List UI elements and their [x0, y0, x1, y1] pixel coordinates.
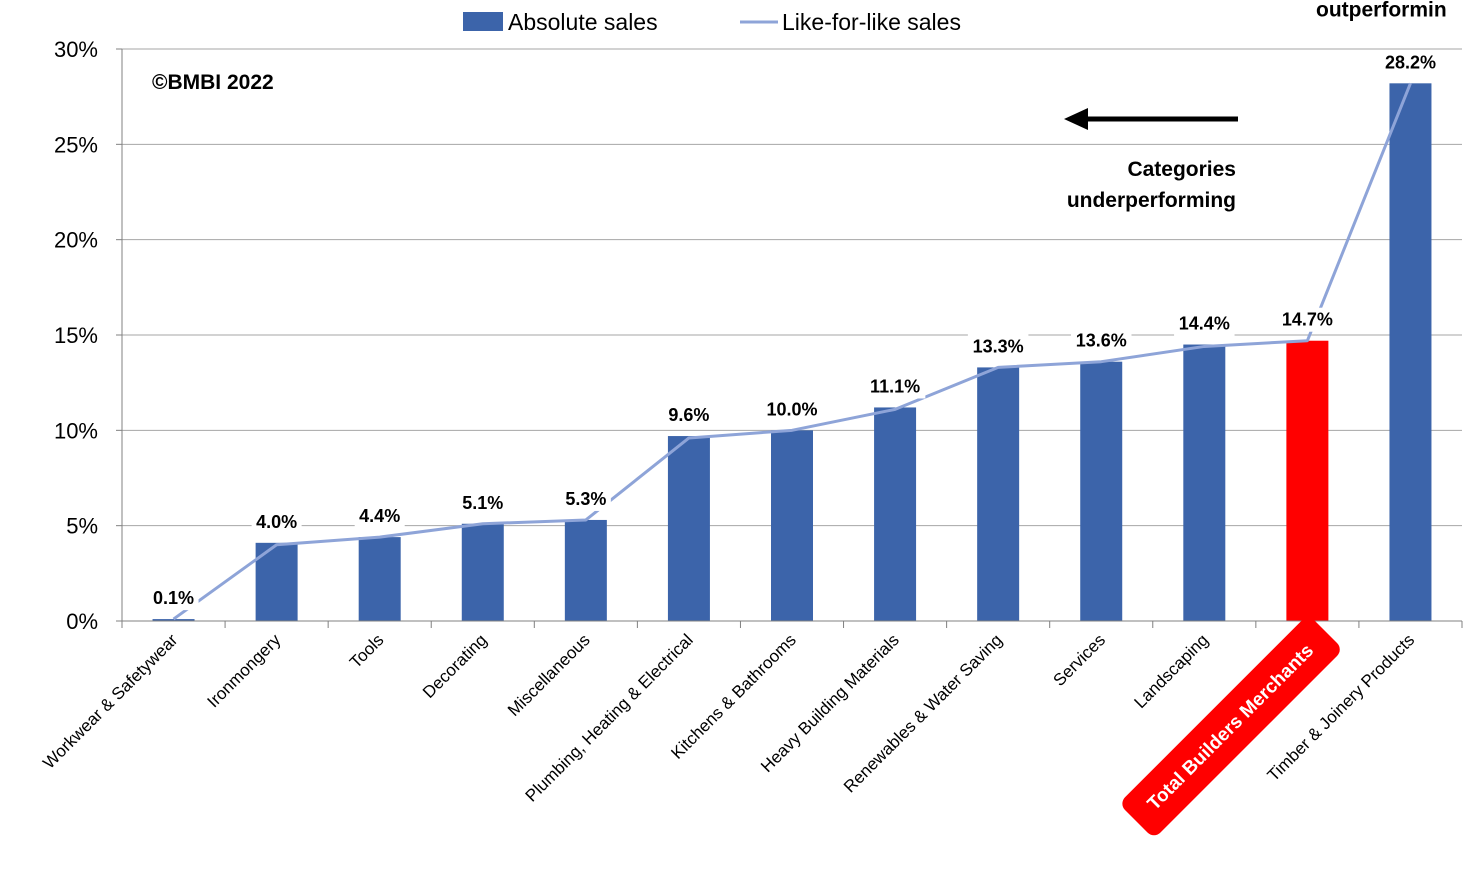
x-category-label: Landscaping: [1131, 630, 1213, 712]
data-label-bg: [457, 490, 508, 515]
annotations: ©BMBI 2022 Categories underperforming ou…: [152, 0, 1447, 212]
data-label: 9.6%: [668, 405, 709, 425]
y-tick-label: 20%: [54, 228, 98, 253]
legend-label-like-for-like: Like-for-like sales: [782, 9, 961, 35]
bar: [461, 523, 504, 621]
data-label: 5.3%: [565, 489, 606, 509]
data-label: 0.1%: [153, 588, 194, 608]
arrow-head-icon: [1064, 108, 1088, 130]
x-category-label: Ironmongery: [204, 630, 285, 711]
x-category-label: Decorating: [419, 630, 491, 702]
y-tick-label: 0%: [66, 609, 98, 634]
bar: [1080, 361, 1123, 621]
bar: [874, 407, 917, 621]
y-tick-label: 30%: [54, 37, 98, 62]
data-label-bg: [864, 374, 926, 399]
left-arrow: [1064, 108, 1238, 130]
line-like-for-like: [172, 82, 1412, 621]
y-tick-label: 5%: [66, 514, 98, 539]
data-label: 14.7%: [1282, 310, 1333, 330]
legend-swatch-absolute: [463, 12, 503, 31]
x-category-label: Services: [1050, 630, 1110, 690]
data-label-bg: [560, 486, 611, 511]
data-labels: 0.1% 4.0% 4.4% 5.1% 5.3% 9.6% 10.0% 11.1% 13.3% 1…: [148, 50, 1441, 611]
data-label: 4.4%: [359, 506, 400, 526]
data-label: 14.4%: [1179, 314, 1230, 334]
data-label-bg: [663, 403, 714, 428]
x-category-label: Workwear & Safetywear: [39, 630, 181, 772]
axes: 0% 5% 10% 15% 20% 25% 30% Workwear & Safetywear…: [39, 37, 1463, 836]
data-label-bg: [1380, 50, 1441, 75]
y-tick-label: 25%: [54, 132, 98, 157]
data-label-bg: [761, 397, 823, 422]
x-category-label: Miscellaneous: [504, 630, 594, 720]
underperforming-note-line2: underperforming: [1067, 189, 1236, 212]
outperforming-note-partial: outperformin: [1316, 0, 1447, 21]
data-label: 28.2%: [1385, 52, 1436, 72]
data-label-bg: [1174, 311, 1235, 336]
legend-label-absolute: Absolute sales: [508, 9, 658, 35]
copyright-note: ©BMBI 2022: [152, 71, 274, 94]
data-label-bg: [967, 334, 1029, 359]
data-label-bg: [1070, 328, 1132, 353]
bar: [977, 367, 1020, 621]
line-series: [172, 82, 1412, 621]
gridlines: [122, 48, 1462, 527]
badge-background: [1122, 617, 1340, 836]
y-tick-label: 10%: [54, 418, 98, 443]
data-label: 4.0%: [256, 512, 297, 532]
data-label: 13.3%: [973, 336, 1024, 356]
bar: [771, 430, 813, 621]
x-category-label: Tools: [346, 630, 387, 671]
data-label: 5.1%: [462, 493, 503, 513]
legend: Absolute sales Like-for-like sales: [463, 9, 961, 35]
data-label: 11.1%: [870, 376, 920, 396]
data-label-bg: [354, 504, 405, 529]
data-label: 10.0%: [766, 399, 817, 419]
bar: [1183, 344, 1226, 621]
bar: [564, 519, 607, 621]
y-tick-label: 15%: [54, 323, 98, 348]
data-label-bg: [1277, 307, 1338, 332]
x-category-label: Plumbing, Heating & Electrical: [522, 630, 697, 805]
data-label-bg: [148, 586, 199, 611]
data-label: 13.6%: [1076, 331, 1127, 351]
data-label-bg: [251, 509, 302, 534]
bars: [152, 83, 1432, 621]
bar: [358, 537, 401, 621]
bar: [1389, 83, 1432, 621]
bar: [667, 436, 710, 621]
bar: [152, 619, 195, 621]
underperforming-note-line1: Categories: [1127, 158, 1236, 181]
bar-highlight: [1286, 340, 1329, 621]
